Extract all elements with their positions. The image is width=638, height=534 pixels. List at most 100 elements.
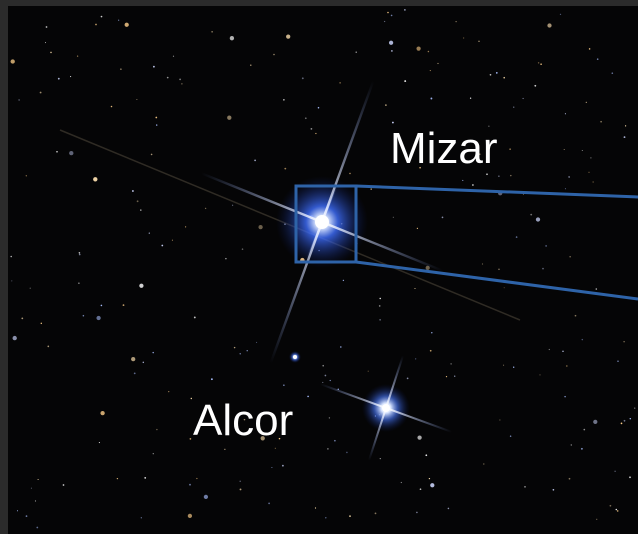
- background-star: [194, 316, 196, 318]
- background-star: [582, 339, 583, 340]
- background-star: [118, 20, 119, 21]
- background-star: [168, 391, 169, 392]
- background-star: [437, 63, 438, 64]
- background-star: [204, 495, 208, 499]
- background-star: [31, 488, 32, 489]
- background-star: [302, 77, 304, 79]
- background-star: [134, 372, 136, 374]
- background-star: [188, 514, 192, 518]
- background-star: [566, 365, 568, 367]
- background-star: [334, 440, 336, 442]
- background-star: [322, 365, 324, 367]
- background-star: [240, 488, 242, 490]
- background-star: [430, 98, 432, 100]
- background-star: [621, 423, 623, 425]
- background-star: [275, 448, 276, 449]
- background-star: [78, 283, 79, 284]
- background-star: [156, 429, 157, 430]
- background-star: [136, 99, 137, 100]
- background-star: [634, 407, 635, 408]
- background-star: [615, 509, 617, 511]
- background-star: [442, 217, 444, 219]
- background-star: [191, 398, 192, 399]
- background-star: [322, 382, 323, 383]
- background-star: [100, 411, 104, 415]
- background-star: [547, 23, 551, 27]
- background-star: [36, 527, 38, 529]
- background-star: [153, 453, 154, 454]
- background-star: [490, 74, 492, 76]
- background-star: [593, 420, 597, 424]
- background-star: [540, 63, 542, 65]
- background-star: [311, 128, 313, 130]
- background-star: [117, 478, 118, 479]
- background-star: [393, 217, 394, 218]
- background-star: [560, 14, 561, 15]
- background-star: [542, 268, 544, 270]
- background-star: [486, 173, 488, 175]
- background-star: [391, 50, 393, 52]
- background-star: [549, 349, 550, 350]
- background-star: [379, 298, 380, 299]
- background-star: [387, 12, 389, 14]
- background-star: [284, 168, 286, 170]
- background-star: [283, 385, 284, 386]
- background-star: [496, 72, 498, 74]
- background-star: [325, 375, 327, 377]
- background-star: [120, 68, 122, 70]
- background-star: [450, 363, 451, 364]
- background-star: [575, 315, 577, 317]
- background-star: [239, 481, 241, 483]
- background-star: [448, 508, 450, 510]
- background-star: [562, 351, 563, 352]
- background-star: [273, 54, 275, 56]
- background-star: [137, 200, 139, 202]
- background-star: [149, 233, 150, 234]
- background-star: [624, 136, 626, 138]
- background-star: [589, 48, 591, 50]
- background-star: [283, 99, 284, 100]
- background-star: [446, 376, 447, 377]
- background-star: [181, 83, 182, 84]
- background-star: [343, 280, 344, 281]
- background-star: [17, 510, 18, 511]
- background-star: [478, 41, 479, 42]
- background-star: [247, 350, 248, 351]
- background-star: [140, 209, 141, 210]
- background-star: [227, 116, 231, 120]
- background-star: [425, 454, 427, 456]
- background-star: [503, 365, 504, 366]
- background-star: [545, 245, 547, 247]
- background-star: [230, 36, 234, 40]
- background-star: [258, 225, 262, 229]
- background-star: [407, 378, 409, 380]
- background-star: [179, 79, 181, 81]
- background-star: [417, 228, 418, 229]
- background-star: [41, 323, 42, 324]
- background-star: [530, 214, 532, 216]
- background-star: [172, 240, 173, 241]
- background-star: [155, 117, 157, 119]
- background-star: [482, 263, 483, 264]
- background-star: [600, 121, 602, 123]
- background-star: [327, 448, 329, 450]
- star-photo: Mizar Alcor: [0, 0, 638, 534]
- background-star: [93, 177, 97, 181]
- background-star: [152, 352, 153, 353]
- background-star: [596, 288, 598, 290]
- background-star: [153, 66, 155, 68]
- background-star: [513, 367, 514, 368]
- background-star: [571, 444, 572, 445]
- background-star: [454, 376, 455, 377]
- background-star: [242, 248, 244, 250]
- background-star: [588, 172, 589, 173]
- background-star: [536, 217, 540, 221]
- background-star: [143, 362, 144, 363]
- background-star: [131, 357, 135, 361]
- background-star: [617, 510, 619, 512]
- background-star: [167, 77, 169, 79]
- background-star: [329, 417, 330, 418]
- background-star: [256, 342, 257, 343]
- background-star: [132, 190, 134, 192]
- background-star: [538, 62, 539, 63]
